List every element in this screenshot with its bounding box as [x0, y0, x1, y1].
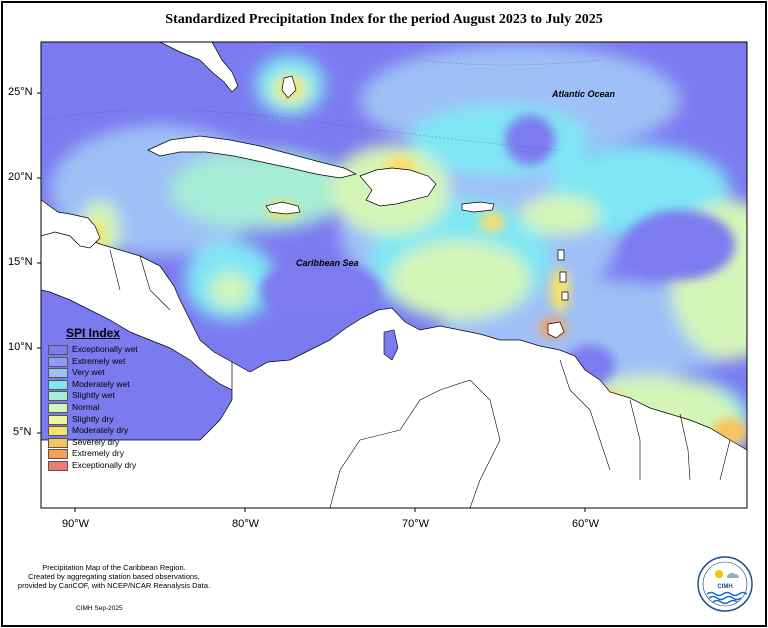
zone-exceptionally-wet	[505, 115, 555, 165]
legend-row: Normal	[46, 402, 146, 414]
legend-label: Severely dry	[72, 436, 120, 447]
legend-swatch	[48, 449, 68, 460]
contour-line	[41, 109, 561, 151]
lat-tick-label: 20°N	[8, 171, 33, 183]
legend-title: SPI Index	[66, 326, 121, 340]
map-border	[40, 41, 748, 509]
lat-tick-label: 5°N	[13, 426, 32, 438]
land-cuba	[147, 135, 358, 179]
credit-text: CIMH Sep-2025	[76, 605, 123, 612]
border-line	[629, 399, 641, 480]
lat-tick-label: 25°N	[8, 86, 33, 98]
legend-swatch	[48, 426, 68, 437]
land-florida	[159, 42, 239, 93]
legend-swatch	[48, 402, 68, 413]
lon-tick-label: 60°W	[572, 518, 600, 530]
legend-label: Moderately dry	[72, 425, 129, 436]
legend-row: Severely dry	[46, 437, 146, 449]
zone-exceptionally-wet	[625, 210, 735, 280]
land-jamaica	[265, 201, 301, 215]
legend-label: Exceptionally dry	[72, 459, 137, 470]
logo-text: CIMH	[717, 584, 732, 590]
legend-swatch	[48, 391, 68, 402]
legend-row: Moderately dry	[46, 425, 146, 437]
zone-normal	[390, 240, 530, 320]
legend-swatch	[48, 356, 68, 367]
lon-tick-label: 70°W	[402, 518, 430, 530]
caption-line: provided by CariCOF, with NCEP/NCAR Rean…	[17, 581, 211, 590]
lon-tick-label: 80°W	[232, 518, 260, 530]
legend-row: Extremely dry	[46, 448, 146, 460]
land-bahamas	[281, 75, 297, 99]
legend-label: Extremely wet	[72, 355, 126, 366]
border-line	[329, 379, 471, 508]
land-lesser-antilles	[559, 271, 567, 283]
legend-row: Very wet	[46, 367, 146, 379]
legend-label: Very wet	[72, 367, 105, 378]
legend-label: Normal	[72, 401, 100, 412]
legend-row: Extremely wet	[46, 356, 146, 368]
border-line	[469, 379, 501, 508]
land-puerto-rico	[461, 201, 495, 213]
legend-swatch	[48, 368, 68, 379]
map-title: Standardized Precipitation Index for the…	[165, 12, 603, 27]
zone-normal	[520, 195, 600, 235]
spi-legend: SPI Index Exceptionally wet Extremely wet…	[46, 326, 146, 472]
caption-line: Created by aggregating station based obs…	[28, 572, 200, 581]
legend-label: Moderately wet	[72, 378, 130, 389]
legend-row: Slightly wet	[46, 390, 146, 402]
border-line	[719, 439, 731, 481]
land-yucatan	[41, 199, 101, 249]
lon-tick-label: 90°W	[62, 518, 90, 530]
border-line	[559, 359, 611, 471]
zone-slightly-wet	[170, 150, 350, 230]
label-caribbean-sea: Caribbean Sea	[296, 258, 359, 268]
lat-tick-label: 10°N	[8, 341, 33, 353]
lat-tick-label: 15°N	[8, 256, 33, 268]
legend-row: Slightly dry	[46, 414, 146, 426]
legend-row: Exceptionally wet	[46, 344, 146, 356]
zone-exceptionally-wet	[260, 260, 380, 320]
zone-normal	[210, 272, 250, 308]
border-line	[139, 255, 171, 311]
legend-swatch	[48, 414, 68, 425]
legend-swatch	[48, 379, 68, 390]
label-atlantic-ocean: Atlantic Ocean	[551, 89, 616, 99]
lake-maracaibo	[383, 329, 399, 361]
zone-moderately-dry	[480, 212, 504, 232]
legend-label: Extremely dry	[72, 448, 124, 459]
land-south-america	[41, 307, 747, 508]
legend-label: Exceptionally wet	[72, 344, 138, 354]
legend-row: Moderately wet	[46, 379, 146, 391]
border-line	[679, 413, 691, 481]
border-line	[109, 249, 121, 291]
legend-label: Slightly dry	[72, 413, 114, 424]
land-hispaniola	[359, 167, 437, 207]
land-lesser-antilles	[557, 249, 565, 261]
land-trinidad	[547, 321, 565, 339]
caption-line: Precipitation Map of the Caribbean Regio…	[42, 563, 186, 572]
contour-line	[419, 59, 601, 66]
legend-swatch	[48, 437, 68, 448]
legend-swatch	[48, 460, 68, 471]
legend-swatch	[48, 345, 68, 355]
map-caption: Precipitation Map of the Caribbean Regio…	[14, 563, 214, 590]
legend-label: Slightly wet	[72, 390, 115, 401]
cimh-logo-icon: CIMH	[697, 556, 753, 612]
legend-row: Exceptionally dry	[46, 460, 146, 472]
land-lesser-antilles	[561, 291, 569, 301]
